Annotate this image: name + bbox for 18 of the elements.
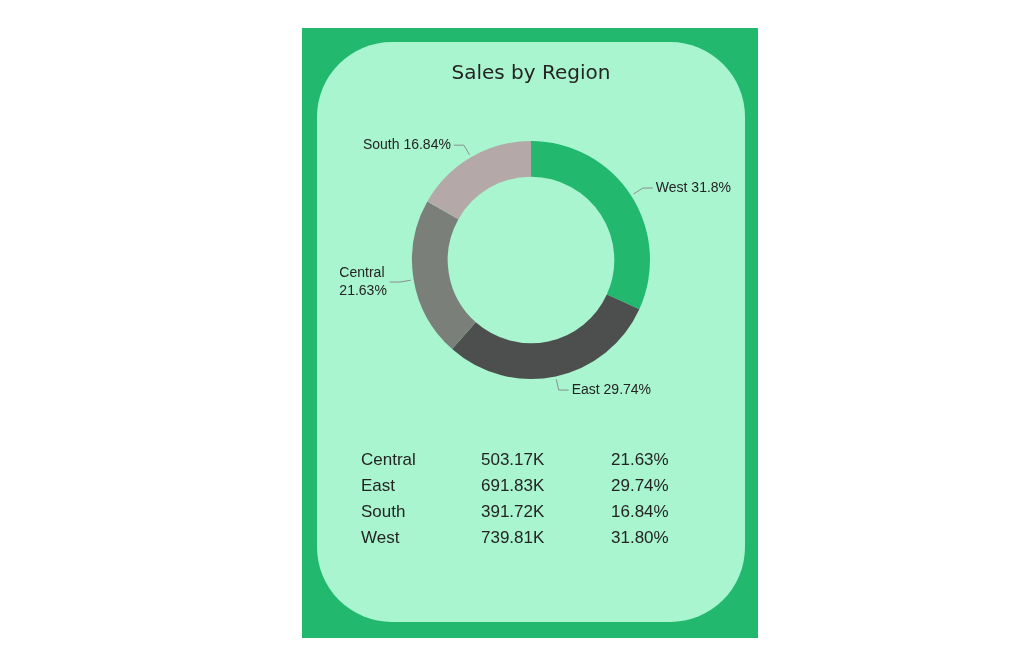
- chart-title: Sales by Region: [450, 60, 612, 84]
- text: South: [361, 502, 407, 522]
- text: 391.72K: [481, 502, 546, 522]
- text: 31.80%: [611, 528, 670, 548]
- text: 739.81K: [481, 528, 546, 548]
- text: 29.74%: [611, 476, 670, 496]
- text: 691.83K: [481, 476, 546, 496]
- text: West: [361, 528, 401, 548]
- data-label: 21.63%: [339, 281, 387, 298]
- slice-label: East 29.74%: [571, 380, 652, 397]
- text: 503.17K: [481, 450, 546, 470]
- text: 16.84%: [611, 502, 670, 522]
- slice-label: Central: [339, 263, 385, 280]
- text: 21.63%: [611, 450, 670, 470]
- text: East: [361, 476, 397, 496]
- text: Central: [361, 450, 417, 470]
- slice-label: South 16.84%: [362, 136, 451, 153]
- slice-label: West 31.8%: [655, 178, 732, 195]
